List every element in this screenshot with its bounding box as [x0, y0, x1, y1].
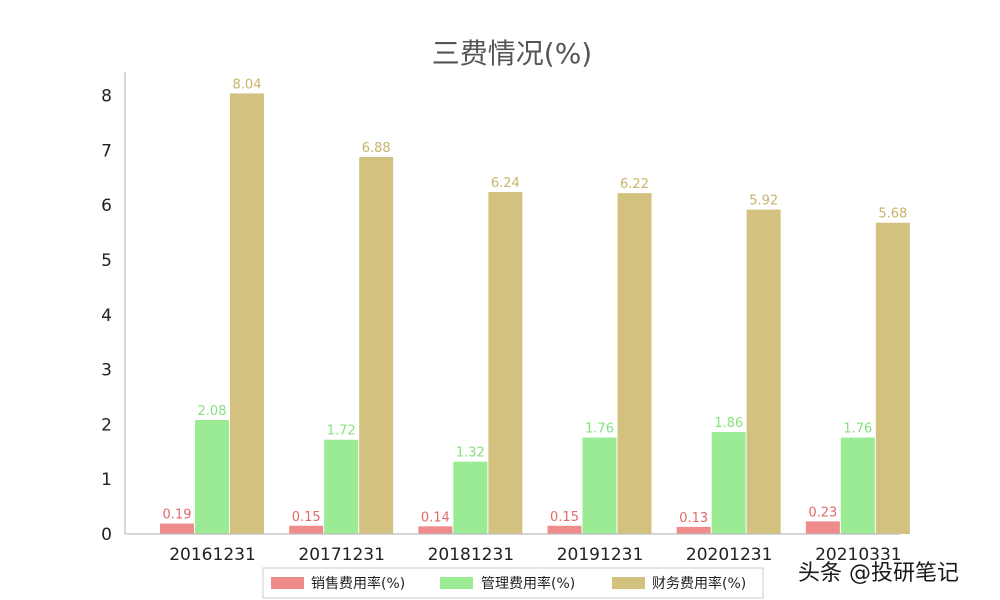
watermark: 头条 @投研笔记 — [798, 561, 959, 586]
bar — [488, 192, 523, 534]
y-tick-label: 0 — [101, 525, 112, 545]
x-tick-label: 20210331 — [815, 545, 902, 565]
legend-label-admin: 管理费用率(%) — [481, 575, 575, 592]
bar — [453, 461, 488, 534]
y-tick-label: 4 — [101, 306, 112, 326]
value-labels: 0.19 0.15 0.14 0.15 0.13 0.23 2.08 1.72 1.32 1.76… — [163, 77, 908, 525]
bar — [840, 437, 875, 534]
value-label: 0.19 — [163, 508, 192, 523]
bar — [359, 156, 394, 534]
y-tick-label: 2 — [101, 415, 112, 435]
bar — [805, 521, 840, 534]
value-label: 2.08 — [198, 404, 227, 419]
value-label: 0.15 — [292, 510, 321, 525]
value-label: 5.68 — [878, 207, 907, 222]
legend-swatch-admin — [440, 577, 473, 589]
value-label: 6.88 — [362, 141, 391, 156]
y-axis-ticks: 0 1 2 3 4 5 6 7 8 — [101, 87, 112, 545]
legend-frame — [262, 567, 764, 599]
bar — [289, 525, 324, 534]
value-label: 5.92 — [749, 194, 778, 209]
x-tick-label: 20201231 — [686, 545, 773, 565]
bar — [324, 439, 359, 534]
y-tick-label: 5 — [101, 251, 112, 271]
bar — [195, 420, 229, 534]
bar — [160, 523, 194, 534]
value-label: 8.04 — [233, 77, 262, 92]
bar — [418, 526, 453, 534]
y-tick-label: 7 — [101, 141, 112, 161]
y-tick-label: 3 — [101, 361, 112, 381]
bar — [547, 525, 582, 534]
y-tick-label: 8 — [101, 87, 112, 107]
value-label: 0.23 — [808, 505, 837, 520]
value-label: 1.72 — [327, 424, 356, 439]
chart-title: 三费情况(%) — [432, 37, 592, 70]
bar — [875, 222, 910, 534]
value-label: 1.32 — [456, 446, 485, 461]
bar — [582, 437, 617, 534]
bar — [230, 93, 264, 535]
value-label: 1.76 — [585, 422, 614, 437]
legend-swatch-sales — [271, 577, 304, 589]
value-label: 0.14 — [421, 510, 450, 525]
bar — [617, 193, 652, 535]
x-tick-label: 20161231 — [169, 545, 256, 565]
value-label: 1.76 — [843, 422, 872, 437]
y-tick-label: 1 — [101, 470, 112, 490]
x-tick-label: 20181231 — [428, 545, 515, 565]
legend-label-finance: 财务费用率(%) — [652, 575, 746, 592]
value-label: 6.22 — [620, 177, 649, 192]
bar-group — [160, 93, 910, 535]
x-tick-label: 20191231 — [557, 545, 644, 565]
bar — [676, 526, 711, 534]
value-label: 0.13 — [679, 511, 708, 526]
value-label: 6.24 — [491, 176, 520, 191]
value-label: 1.86 — [714, 416, 743, 431]
x-tick-label: 20171231 — [298, 545, 385, 565]
bar — [711, 432, 746, 534]
value-label: 0.15 — [550, 510, 579, 525]
y-tick-label: 6 — [101, 196, 112, 216]
legend: 销售费用率(%) 管理费用率(%) 财务费用率(%) — [262, 567, 764, 599]
legend-label-sales: 销售费用率(%) — [311, 575, 405, 592]
bar — [746, 209, 781, 535]
x-axis-ticks: 20161231 20171231 20181231 20191231 20201231… — [169, 545, 901, 565]
legend-swatch-finance — [612, 577, 645, 589]
